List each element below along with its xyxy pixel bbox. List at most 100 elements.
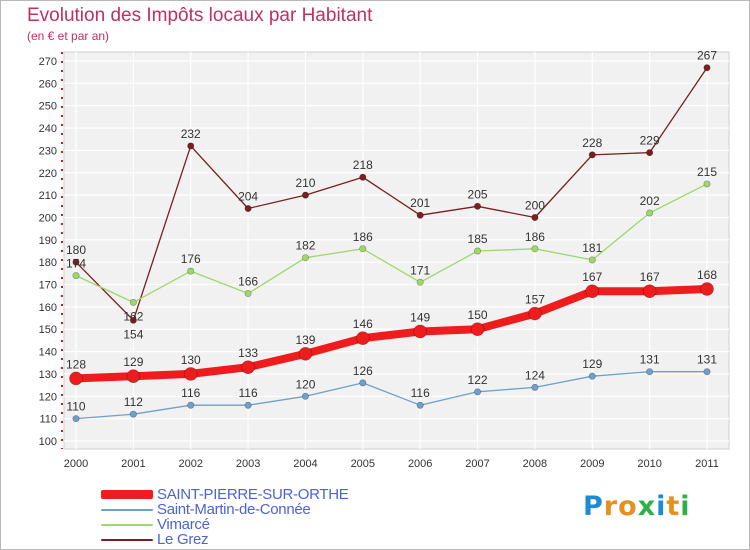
logo-letter: t xyxy=(666,491,681,522)
legend-label-saint-pierre-sur-orthe: SAINT-PIERRE-SUR-ORTHE xyxy=(157,486,349,503)
data-label-saint-martin-de-conn-e-2009: 129 xyxy=(582,357,602,371)
data-label-saint-martin-de-conn-e-2001: 112 xyxy=(124,395,143,409)
legend-item-vimarc-: Vimarcé xyxy=(101,517,348,532)
data-label-le-grez-2002: 232 xyxy=(181,127,201,141)
data-label-le-grez-2009: 228 xyxy=(582,136,602,150)
x-tick-label-2007: 2007 xyxy=(465,458,489,470)
legend-label-le-grez: Le Grez xyxy=(157,531,209,548)
data-label-vimarc--2000: 174 xyxy=(66,257,86,271)
data-label-le-grez-2008: 200 xyxy=(525,198,545,212)
point-le-grez-2008 xyxy=(531,213,539,221)
y-tick-label-200: 200 xyxy=(39,212,57,224)
point-vimarc--2002 xyxy=(187,267,195,275)
legend-swatch-le-grez xyxy=(101,538,153,541)
y-tick-label-190: 190 xyxy=(39,235,57,247)
y-tick-label-140: 140 xyxy=(39,347,57,359)
point-saint-pierre-sur-orthe-2000 xyxy=(69,371,83,386)
series-line-saint-pierre-sur-orthe xyxy=(72,285,711,383)
data-label-saint-pierre-sur-orthe-2001: 129 xyxy=(123,355,143,369)
y-tick-label-180: 180 xyxy=(39,257,57,269)
point-vimarc--2004 xyxy=(301,254,309,262)
point-le-grez-2002 xyxy=(187,142,195,150)
x-tick-label-2005: 2005 xyxy=(351,458,375,470)
point-vimarc--2011 xyxy=(703,180,711,188)
data-label-le-grez-2003: 204 xyxy=(238,190,258,204)
data-label-saint-pierre-sur-orthe-2011: 168 xyxy=(697,268,717,282)
x-tick-label-2008: 2008 xyxy=(523,458,547,470)
point-vimarc--2005 xyxy=(359,245,367,253)
data-label-saint-martin-de-conn-e-2000: 110 xyxy=(66,400,85,414)
plot-area xyxy=(63,51,730,450)
data-label-vimarc--2007: 185 xyxy=(468,232,488,246)
data-label-saint-pierre-sur-orthe-2010: 167 xyxy=(640,270,660,284)
data-label-le-grez-2001: 154 xyxy=(123,327,143,341)
point-le-grez-2009 xyxy=(588,151,596,159)
point-saint-martin-de-conn-e-2004 xyxy=(301,392,309,400)
point-saint-martin-de-conn-e-2005 xyxy=(359,379,367,387)
data-label-le-grez-2004: 210 xyxy=(295,176,315,190)
logo-letter: x xyxy=(637,491,657,522)
legend-item-le-grez: Le Grez xyxy=(101,532,348,547)
y-tick-label-250: 250 xyxy=(39,101,57,113)
point-le-grez-2011 xyxy=(703,64,711,72)
data-label-vimarc--2005: 186 xyxy=(353,230,373,244)
legend-swatch-saint-martin-de-conn-e xyxy=(101,508,153,511)
logo-letter: i xyxy=(656,491,667,522)
data-label-le-grez-2006: 201 xyxy=(410,196,430,210)
point-vimarc--2000 xyxy=(72,272,80,280)
point-saint-martin-de-conn-e-2001 xyxy=(129,410,137,418)
data-label-saint-pierre-sur-orthe-2005: 146 xyxy=(353,317,373,331)
y-tick-label-170: 170 xyxy=(39,280,57,292)
x-tick-label-2004: 2004 xyxy=(293,458,317,470)
chart-subtitle: (en € et par an) xyxy=(27,29,110,43)
x-tick-label-2011: 2011 xyxy=(695,458,719,470)
point-saint-martin-de-conn-e-2007 xyxy=(474,388,482,396)
point-vimarc--2006 xyxy=(416,278,424,286)
data-label-saint-martin-de-conn-e-2011: 131 xyxy=(697,353,717,367)
point-saint-pierre-sur-orthe-2008 xyxy=(528,306,542,321)
series-line-vimarc- xyxy=(75,183,708,304)
point-vimarc--2003 xyxy=(244,289,252,297)
data-label-saint-pierre-sur-orthe-2000: 128 xyxy=(66,357,86,371)
point-vimarc--2010 xyxy=(646,209,654,217)
data-label-saint-pierre-sur-orthe-2004: 139 xyxy=(295,333,315,347)
data-label-saint-pierre-sur-orthe-2006: 149 xyxy=(410,310,430,324)
data-label-saint-pierre-sur-orthe-2007: 150 xyxy=(468,308,488,322)
point-saint-pierre-sur-orthe-2004 xyxy=(298,347,313,361)
x-tick-label-2006: 2006 xyxy=(408,458,432,470)
x-tick-label-2010: 2010 xyxy=(637,458,661,470)
point-saint-pierre-sur-orthe-2003 xyxy=(241,360,255,375)
data-label-le-grez-2010: 229 xyxy=(640,134,660,148)
y-tick-label-220: 220 xyxy=(39,168,57,180)
point-saint-pierre-sur-orthe-2001 xyxy=(126,369,141,383)
data-label-vimarc--2006: 171 xyxy=(410,263,430,277)
point-le-grez-2001 xyxy=(129,316,137,324)
data-label-vimarc--2010: 202 xyxy=(640,194,660,208)
y-tick-label-110: 110 xyxy=(39,414,57,426)
data-label-saint-martin-de-conn-e-2002: 116 xyxy=(181,386,200,400)
x-tick-label-2003: 2003 xyxy=(236,458,260,470)
point-saint-pierre-sur-orthe-2006 xyxy=(413,324,427,339)
logo-letter: P xyxy=(583,491,604,522)
data-label-vimarc--2008: 186 xyxy=(525,230,545,244)
y-tick-label-270: 270 xyxy=(39,56,57,68)
point-vimarc--2007 xyxy=(474,247,482,255)
point-le-grez-2000 xyxy=(72,258,80,266)
data-label-saint-martin-de-conn-e-2005: 126 xyxy=(353,364,373,378)
point-le-grez-2007 xyxy=(474,202,482,210)
point-saint-pierre-sur-orthe-2011 xyxy=(700,282,714,296)
data-label-vimarc--2011: 215 xyxy=(697,165,717,179)
x-tick-label-2000: 2000 xyxy=(64,458,88,470)
point-vimarc--2009 xyxy=(588,256,596,264)
point-le-grez-2004 xyxy=(301,191,309,199)
point-saint-martin-de-conn-e-2000 xyxy=(72,415,80,423)
data-label-saint-pierre-sur-orthe-2003: 133 xyxy=(238,346,258,360)
data-label-saint-pierre-sur-orthe-2008: 157 xyxy=(525,293,545,307)
y-tick-label-260: 260 xyxy=(39,78,57,90)
y-tick-label-240: 240 xyxy=(39,123,57,135)
data-label-vimarc--2009: 181 xyxy=(582,241,602,255)
data-label-saint-pierre-sur-orthe-2002: 130 xyxy=(181,353,201,367)
point-saint-martin-de-conn-e-2003 xyxy=(244,401,252,409)
